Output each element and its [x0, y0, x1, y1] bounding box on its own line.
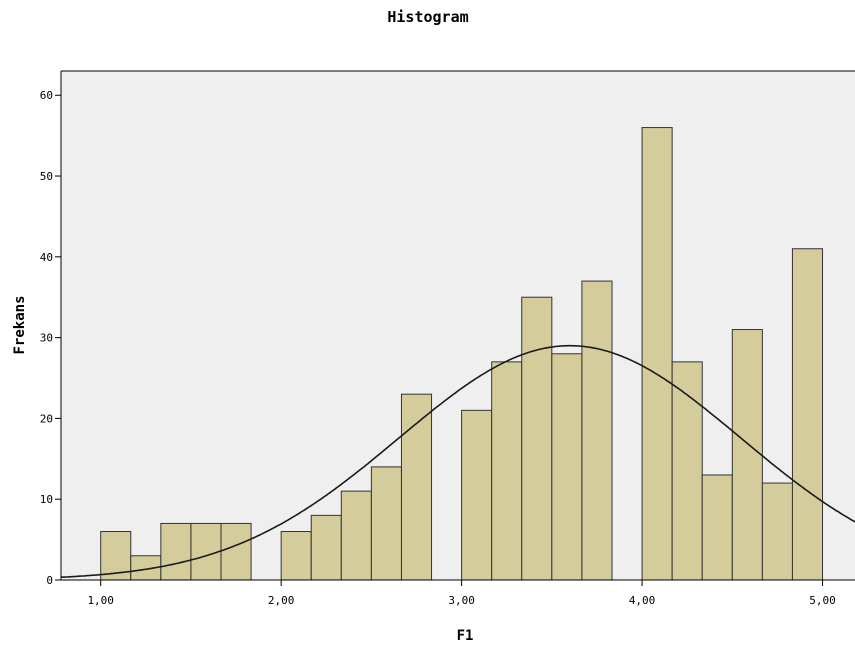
histogram-bar: [340, 490, 372, 581]
x-tick-label: 1,00: [87, 594, 114, 607]
y-tick-label: 0: [46, 574, 53, 587]
histogram-bar: [671, 361, 703, 581]
y-axis-label: Frekans: [12, 295, 28, 354]
histogram-bar: [280, 531, 312, 581]
histogram-bar: [551, 353, 583, 581]
histogram-bar: [400, 393, 433, 581]
histogram-bar: [370, 466, 402, 581]
histogram-bar: [701, 474, 733, 581]
x-tick-label: 4,00: [629, 594, 656, 607]
histogram-bar: [731, 329, 763, 581]
normal-curve: [60, 344, 855, 578]
histogram-bar: [310, 514, 342, 581]
y-tick-label: 10: [40, 493, 53, 506]
y-tick-label: 40: [40, 251, 53, 264]
y-tick-label: 20: [40, 412, 53, 425]
y-tick-label: 60: [40, 89, 53, 102]
x-tick-label: 3,00: [448, 594, 475, 607]
chart-title: Histogram: [387, 8, 468, 26]
histogram-bar: [641, 127, 673, 581]
histogram-bar: [761, 482, 793, 581]
histogram-bar: [791, 248, 824, 581]
histogram-bar: [160, 522, 192, 581]
y-tick-label: 30: [40, 332, 53, 345]
histogram-bar: [581, 280, 613, 581]
histogram-bar: [220, 522, 252, 581]
histogram-bar: [521, 296, 553, 581]
bars-group: [100, 127, 824, 581]
histogram-bar: [461, 409, 493, 581]
axes-group: 0 10 20 30 40 50 60 1,00 2,00 3,00 4,00 5,00: [40, 70, 855, 607]
histogram-bar: [491, 361, 523, 581]
x-tick-label: 5,00: [809, 594, 836, 607]
x-axis-label: F1: [457, 628, 474, 644]
y-tick-label: 50: [40, 170, 53, 183]
x-tick-label: 2,00: [268, 594, 295, 607]
